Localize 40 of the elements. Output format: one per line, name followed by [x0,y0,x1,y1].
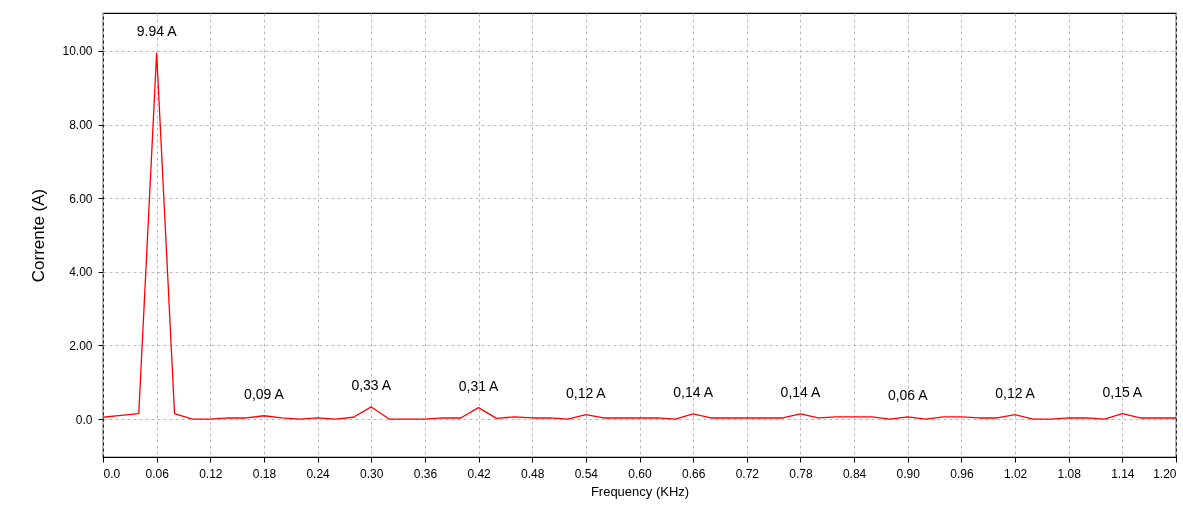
y-tick-label: 2.00 [69,338,93,353]
x-tick-label: 0.36 [413,466,438,481]
data-label: 0,06 A [887,386,929,403]
x-axis-title: Frequency (KHz) [590,483,690,499]
x-tick-label: 0.90 [896,466,921,481]
x-tick-label: 1.02 [1003,466,1028,481]
data-label: 0,14 A [780,383,821,400]
x-tick-label: 0.06 [145,466,170,481]
x-tick-label: 0.96 [950,466,974,481]
y-axis-title: Corrente (A) [29,188,49,283]
x-tick-label: 1.08 [1057,466,1082,481]
y-tick-label: 6.00 [69,191,93,206]
data-label: 0,15 A [1102,383,1143,400]
data-label: 0,33 A [351,376,392,393]
x-tick-label: 0.78 [789,466,813,481]
y-tick-label: 0.0 [75,412,93,427]
data-label: 0,12 A [566,384,607,401]
x-tick-label: 0.60 [628,466,652,481]
x-tick-label: 0.54 [574,466,599,481]
y-tick-label: 10.00 [62,44,93,59]
x-tick-label: 0.12 [199,466,223,481]
x-tick-label: 0.66 [681,466,706,481]
x-tick-label: 0.18 [252,466,277,481]
data-label: 0,14 A [673,383,714,400]
y-tick-label: 4.00 [69,265,93,280]
x-tick-label: 1.14 [1111,466,1135,481]
x-tick-label: 0.30 [360,466,384,481]
x-tick-label: 0.72 [735,466,760,481]
x-tick-label: 1.20 [1153,466,1177,481]
y-tick-label: 8.00 [69,118,93,133]
x-tick-label: 0.0 [103,466,121,481]
x-tick-label: 0.84 [842,466,867,481]
line-series [103,52,1176,420]
data-label: 0,31 A [458,377,500,394]
data-label: 0,09 A [244,385,285,402]
data-label: 9.94 A [136,23,178,40]
x-tick-label: 0.24 [306,466,331,481]
x-tick-label: 0.48 [521,466,545,481]
x-tick-label: 0.42 [467,466,492,481]
data-label: 0,12 A [995,384,1036,401]
